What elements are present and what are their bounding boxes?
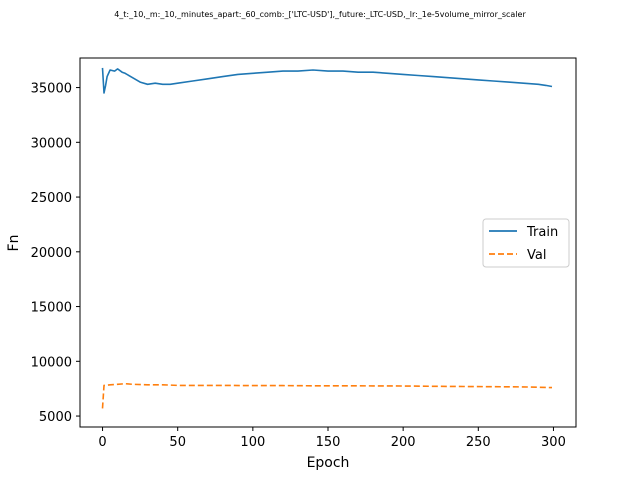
x-tick-label: 300	[541, 435, 566, 450]
chart-title: 4_t:_10,_m:_10,_minutes_apart:_60_comb:_…	[114, 10, 526, 19]
x-axis-label: Epoch	[307, 455, 350, 471]
legend: Train Val	[482, 218, 570, 268]
series-group	[101, 67, 553, 409]
series-line-val	[101, 382, 553, 409]
legend-label-val: Val	[527, 248, 546, 263]
plot-frame	[79, 57, 577, 428]
x-tick-label: 50	[169, 435, 186, 450]
legend-label-train: Train	[526, 225, 558, 240]
x-tick-label: 200	[391, 435, 416, 450]
y-tick-label: 20000	[31, 246, 72, 261]
x-tick-label: 0	[98, 435, 106, 450]
x-tick-label: 250	[466, 435, 491, 450]
y-tick-label: 25000	[31, 191, 72, 206]
y-axis: 5000 10000 15000 20000 25000 30000 35000	[31, 82, 80, 425]
x-axis: 0 50 100 150 200 250 300	[98, 427, 566, 450]
y-tick-label: 35000	[31, 82, 72, 97]
y-tick-label: 10000	[31, 355, 72, 370]
x-tick-label: 150	[316, 435, 341, 450]
x-tick-label: 100	[240, 435, 265, 450]
y-tick-label: 15000	[31, 301, 72, 316]
y-tick-label: 30000	[31, 136, 72, 151]
y-tick-label: 5000	[39, 410, 72, 425]
series-line-train	[101, 67, 553, 94]
y-axis-label: Fn	[6, 235, 22, 252]
